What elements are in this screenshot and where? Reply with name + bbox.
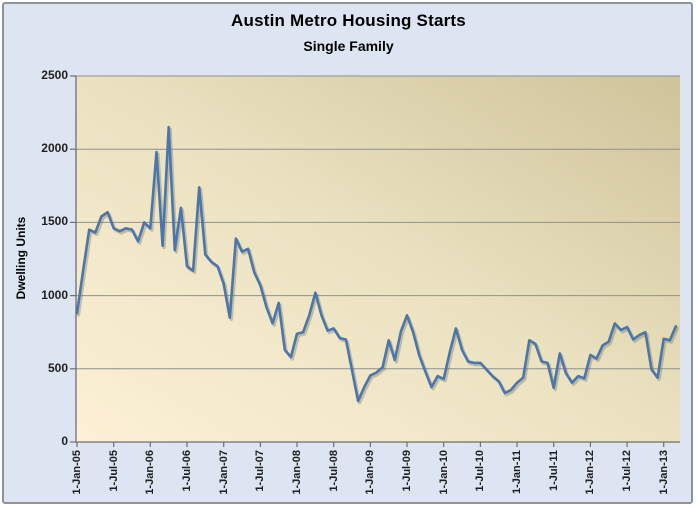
y-tick-label-2500: 2500 bbox=[41, 68, 68, 82]
y-tick-label-500: 500 bbox=[47, 361, 68, 375]
x-tick-label-1-Jul-09: 1-Jul-09 bbox=[401, 450, 413, 492]
x-tick-label-1-Jul-08: 1-Jul-08 bbox=[328, 450, 340, 492]
data-line-shadow bbox=[77, 127, 680, 405]
y-tick-label-1000: 1000 bbox=[41, 288, 68, 302]
x-tick-label-1-Jan-07: 1-Jan-07 bbox=[218, 450, 230, 495]
x-tick-label-1-Jan-05: 1-Jan-05 bbox=[71, 450, 83, 495]
y-tick-label-0: 0 bbox=[61, 434, 68, 448]
chart-title: Austin Metro Housing Starts bbox=[231, 11, 466, 30]
y-axis-title: Dwelling Units bbox=[14, 216, 28, 300]
x-tick-label-1-Jan-09: 1-Jan-09 bbox=[364, 450, 376, 495]
x-tick-label-1-Jan-13: 1-Jan-13 bbox=[658, 450, 670, 495]
x-tick-label-1-Jul-07: 1-Jul-07 bbox=[254, 450, 266, 492]
plot-area[interactable] bbox=[76, 76, 680, 442]
chart-subtitle: Single Family bbox=[303, 38, 394, 54]
x-tick-label-1-Jan-12: 1-Jan-12 bbox=[584, 450, 596, 495]
y-tick-label-2000: 2000 bbox=[41, 141, 68, 155]
x-tick-label-1-Jan-10: 1-Jan-10 bbox=[438, 450, 450, 495]
x-tick-label-1-Jan-11: 1-Jan-11 bbox=[511, 450, 523, 495]
data-line bbox=[75, 125, 678, 403]
x-tick-label-1-Jul-05: 1-Jul-05 bbox=[108, 450, 120, 492]
y-tick-label-1500: 1500 bbox=[41, 214, 68, 228]
x-tick-label-1-Jan-08: 1-Jan-08 bbox=[291, 450, 303, 495]
x-tick-label-1-Jul-11: 1-Jul-11 bbox=[548, 450, 560, 491]
x-tick-label-1-Jul-10: 1-Jul-10 bbox=[474, 450, 486, 492]
x-tick-label-1-Jul-06: 1-Jul-06 bbox=[181, 450, 193, 492]
x-tick-label-1-Jan-06: 1-Jan-06 bbox=[144, 450, 156, 495]
x-tick-label-1-Jul-12: 1-Jul-12 bbox=[621, 450, 633, 492]
